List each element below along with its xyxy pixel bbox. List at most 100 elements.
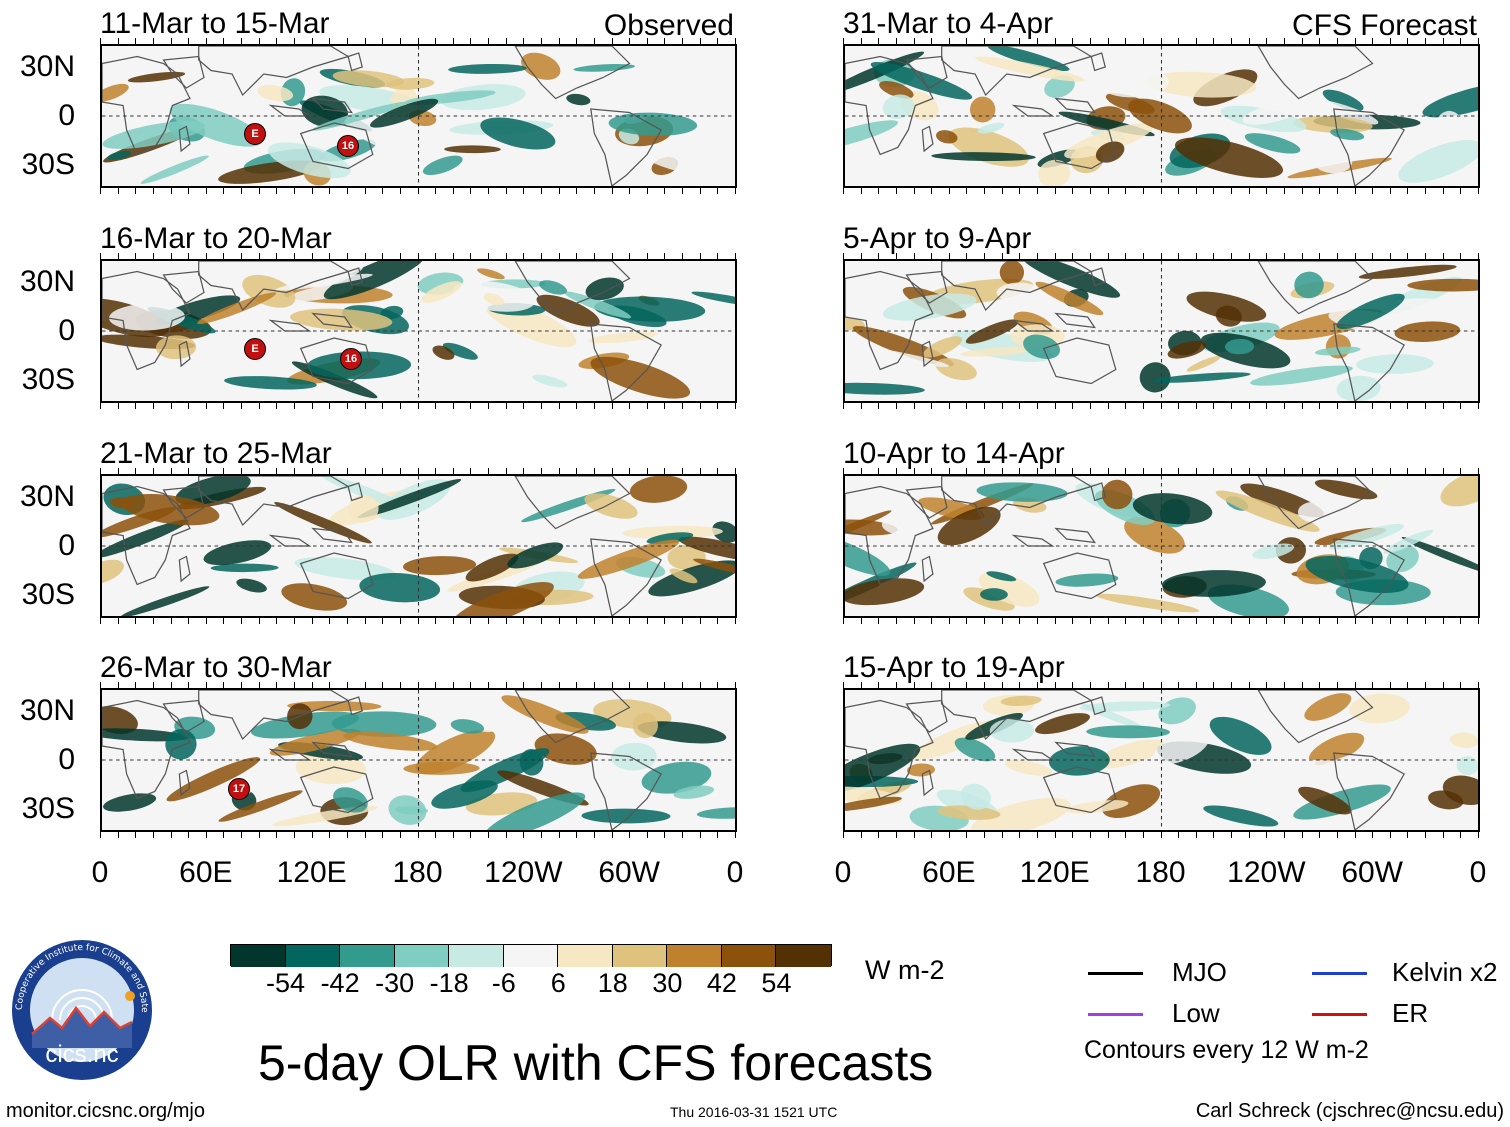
- continent-outline: [845, 485, 934, 586]
- olr-anomaly-blob: [1305, 556, 1409, 594]
- olr-anomaly-blob: [641, 761, 712, 794]
- olr-anomaly-blob: [480, 117, 556, 150]
- olr-anomaly-blob: [1250, 365, 1353, 386]
- continent-outline: [905, 55, 948, 89]
- continent-outline: [299, 337, 374, 385]
- olr-anomaly-blob: [906, 763, 936, 777]
- continent-outline: [1257, 261, 1374, 315]
- olr-anomaly-blob: [257, 84, 294, 102]
- lon-label: 0: [91, 856, 109, 889]
- continent-outline: [941, 46, 1093, 97]
- olr-anomaly-blob: [197, 292, 277, 325]
- olr-anomaly-blob: [343, 731, 438, 751]
- lon-label: 0: [1469, 856, 1487, 889]
- olr-anomaly-blob: [1035, 713, 1090, 735]
- olr-anomaly-blob: [483, 293, 505, 306]
- olr-anomaly-blob: [450, 719, 485, 734]
- olr-anomaly-blob: [1296, 760, 1381, 778]
- bottom-ticks: [843, 188, 1480, 194]
- olr-anomaly-blob: [937, 805, 1001, 820]
- olr-anomaly-blob: [693, 558, 735, 578]
- lon-label: 60E: [922, 856, 976, 889]
- olr-anomaly-blob: [845, 578, 925, 606]
- olr-anomaly-blob: [1102, 784, 1161, 818]
- continent-outline: [1042, 122, 1117, 170]
- continent-outline: [1090, 267, 1106, 287]
- continent-outline: [347, 482, 363, 502]
- continent-outline: [905, 485, 948, 519]
- colorbar-cell: [721, 945, 777, 967]
- olr-anomaly-blob: [483, 792, 586, 830]
- continent-outline: [299, 122, 374, 170]
- continent-outline: [845, 55, 934, 156]
- legend-label-mjo: MJO: [1172, 957, 1227, 987]
- olr-anomaly-blob: [996, 282, 1041, 303]
- lon-label: 120E: [1019, 856, 1090, 889]
- olr-anomaly-blob: [367, 523, 400, 552]
- olr-anomaly-blob: [165, 728, 197, 760]
- colorbar-tick-label: -6: [491, 968, 516, 998]
- olr-anomaly-blob: [1456, 756, 1478, 775]
- olr-anomaly-blob: [287, 701, 382, 712]
- olr-anomaly-blob: [121, 493, 220, 526]
- olr-anomaly-blob: [1314, 346, 1361, 356]
- olr-anomaly-blob: [507, 542, 564, 569]
- olr-anomaly-blob: [1383, 529, 1434, 554]
- olr-anomaly-blob: [431, 780, 498, 809]
- continent-outline: [1090, 482, 1106, 502]
- colorbar-tick-label: 18: [597, 968, 628, 998]
- olr-map-5: [843, 44, 1480, 188]
- olr-anomaly-blob: [1312, 147, 1353, 174]
- colorbar-cell: [231, 945, 286, 967]
- bottom-ticks: [100, 618, 737, 624]
- continent-outline: [1090, 52, 1106, 72]
- colorbar-tick-label: -18: [429, 968, 469, 998]
- olr-anomaly-blob: [1407, 278, 1478, 292]
- continent-outline: [198, 476, 350, 527]
- lon-label: 60W: [598, 856, 660, 889]
- logo-sun: [125, 991, 135, 1001]
- tropical-storm-marker: 16: [340, 348, 362, 370]
- olr-anomaly-blob: [960, 346, 1038, 357]
- continent-outline: [941, 690, 1093, 741]
- olr-anomaly-blob: [632, 712, 658, 739]
- olr-anomaly-blob: [274, 502, 372, 544]
- lat-label: 30S: [21, 363, 75, 396]
- olr-anomaly-blob: [1151, 372, 1251, 383]
- legend-line-low: [1088, 1013, 1143, 1016]
- continent-outline: [921, 555, 934, 583]
- continent-outline: [162, 485, 205, 519]
- olr-anomaly-blob: [845, 519, 898, 536]
- tropical-storm-marker: E: [244, 123, 266, 145]
- olr-anomaly-blob: [1038, 159, 1071, 186]
- olr-anomaly-blob: [102, 706, 138, 735]
- olr-anomaly-blob: [1310, 99, 1379, 125]
- continent-outline: [845, 699, 934, 800]
- olr-anomaly-blob: [1308, 732, 1365, 766]
- continent-outline: [162, 55, 205, 89]
- olr-anomaly-blob: [1044, 75, 1075, 98]
- olr-anomaly-blob: [590, 356, 691, 399]
- continent-outline: [1090, 696, 1106, 716]
- olr-anomaly-blob: [444, 145, 501, 154]
- olr-anomaly-blob: [1242, 101, 1306, 125]
- continent-outline: [178, 340, 191, 368]
- olr-anomaly-blob: [140, 155, 209, 184]
- legend-label-kelvin: Kelvin x2: [1392, 957, 1498, 987]
- olr-map-4: [100, 688, 737, 832]
- olr-anomaly-blob: [1101, 479, 1133, 510]
- footer-timestamp: Thu 2016-03-31 1521 UTC: [670, 1104, 838, 1120]
- top-ticks: [100, 253, 737, 259]
- olr-anomaly-blob: [845, 120, 899, 152]
- bottom-ticks: [100, 403, 737, 409]
- main-title: 5-day OLR with CFS forecasts: [258, 1035, 934, 1091]
- olr-anomaly-blob: [566, 93, 591, 106]
- olr-anomaly-blob: [587, 331, 658, 344]
- olr-anomaly-blob: [1317, 739, 1409, 770]
- olr-anomaly-blob: [410, 378, 441, 396]
- olr-anomaly-blob: [403, 761, 480, 775]
- olr-anomaly-blob: [343, 113, 427, 156]
- continent-outline: [514, 476, 631, 530]
- olr-anomaly-blob: [1440, 476, 1478, 507]
- olr-anomaly-blob: [1428, 790, 1464, 810]
